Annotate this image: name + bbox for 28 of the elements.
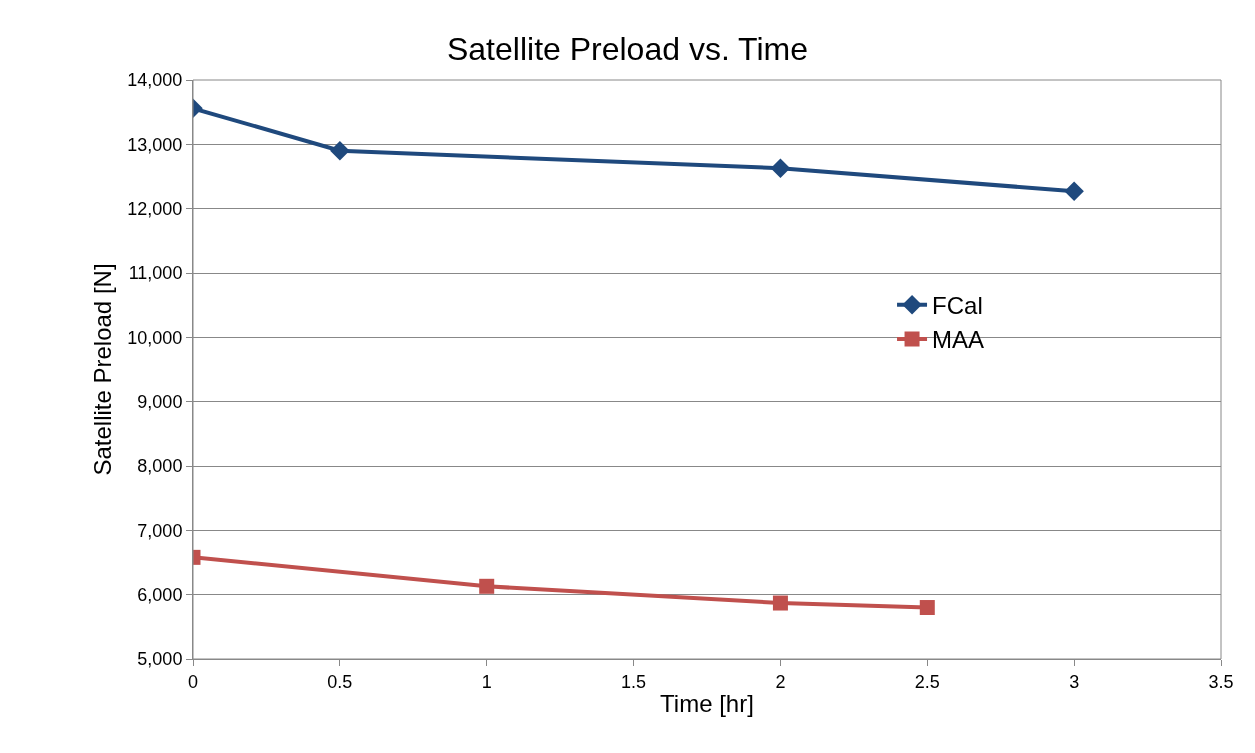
point <box>479 578 495 594</box>
y-tick-label: 10,000 <box>127 327 183 348</box>
point <box>770 158 791 178</box>
x-tick-label: 2 <box>775 671 786 692</box>
x-axis-title: Time [hr] <box>660 689 754 717</box>
x-tick-label: 0 <box>187 671 199 692</box>
y-tick-label: 9,000 <box>137 391 183 412</box>
y-axis-title: Satellite Preload [N] <box>89 263 117 476</box>
y-tick-label: 5,000 <box>137 649 183 670</box>
y-tick-label: 14,000 <box>127 70 183 91</box>
y-tick-label: 13,000 <box>127 134 183 155</box>
y-tick-label: 11,000 <box>128 263 183 284</box>
x-tick-label: 3.5 <box>1208 671 1234 692</box>
point <box>1064 181 1084 202</box>
point <box>919 600 935 616</box>
chart-title: Satellite Preload vs. Time <box>446 31 809 68</box>
legend-label: FCal <box>932 292 983 320</box>
y-tick-label: 6,000 <box>137 584 183 605</box>
x-tick-label: 2.5 <box>914 671 940 692</box>
y-tick-label: 8,000 <box>137 456 183 477</box>
y-tick-label: 7,000 <box>137 520 183 541</box>
point <box>772 595 788 611</box>
x-tick-label: 1.5 <box>621 671 647 692</box>
x-tick-label: 0.5 <box>327 671 353 692</box>
legend-label: MAA <box>932 326 985 354</box>
x-tick-label: 1 <box>481 671 492 692</box>
x-tick-label: 3 <box>1069 671 1080 692</box>
y-tick-label: 12,000 <box>127 198 183 219</box>
